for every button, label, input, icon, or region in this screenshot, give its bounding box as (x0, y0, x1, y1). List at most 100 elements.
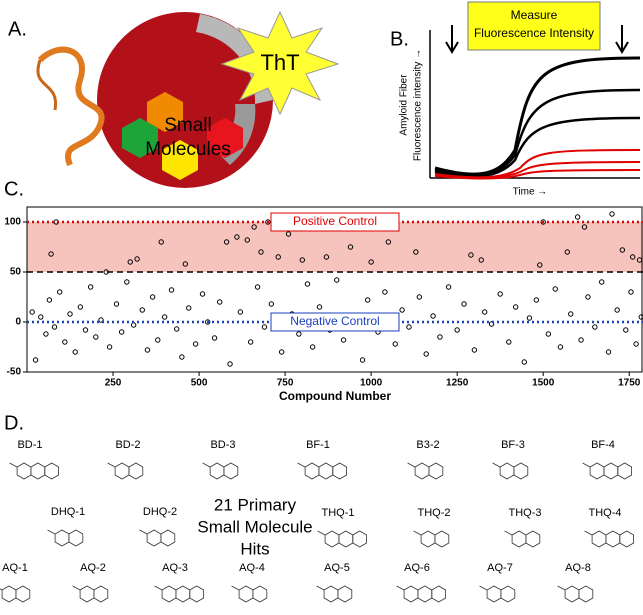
protein-loop (36, 59, 58, 111)
data-point (93, 334, 99, 340)
ring (513, 462, 529, 480)
bond (231, 585, 240, 591)
x-tick-label: 1750 (618, 378, 641, 389)
data-point (173, 326, 180, 332)
bond (107, 462, 116, 468)
ring (617, 462, 632, 480)
data-point (423, 351, 429, 357)
ring (15, 585, 31, 603)
x-tick-label: 1000 (360, 378, 383, 389)
ring (30, 462, 46, 480)
data-point (526, 315, 533, 321)
data-point (564, 249, 570, 255)
data-point (540, 219, 546, 225)
data-point (43, 331, 49, 337)
data-point (552, 286, 558, 292)
data-point (158, 239, 164, 245)
ring (403, 585, 419, 603)
data-point (251, 224, 257, 230)
data-point (113, 301, 120, 307)
data-point (599, 279, 605, 285)
data-point (623, 327, 629, 333)
bond (72, 585, 81, 591)
data-point (46, 297, 53, 303)
reference-label: Positive Control (293, 214, 377, 228)
data-point (161, 314, 168, 320)
data-point (406, 324, 412, 330)
data-point (278, 349, 285, 355)
data-point (368, 259, 374, 265)
data-point (186, 305, 192, 311)
data-point (454, 327, 460, 333)
data-point (512, 304, 519, 310)
data-point (296, 331, 302, 337)
data-point (445, 284, 452, 290)
data-point (244, 237, 250, 243)
data-point (347, 244, 354, 250)
bond (407, 462, 416, 468)
data-point (261, 324, 268, 330)
ring (428, 462, 444, 480)
data-point (461, 301, 467, 307)
data-point (98, 317, 104, 323)
data-point (265, 219, 271, 225)
data-point (130, 322, 137, 328)
arrow (615, 25, 629, 54)
compound-label: AQ-1 (2, 562, 28, 574)
y-tick-label: 50 (10, 267, 22, 278)
box-text: Measure (511, 8, 558, 22)
ring (431, 585, 447, 603)
data-point (87, 284, 94, 290)
ring (189, 585, 205, 603)
compound-label: BF-1 (306, 439, 330, 451)
ring (591, 530, 607, 548)
compound-label: AQ-2 (80, 562, 106, 574)
ring (44, 462, 59, 480)
x-axis-label: Compound Number (279, 389, 391, 403)
data-point (268, 301, 275, 307)
data-point (149, 294, 156, 300)
compound-label: AQ-6 (404, 562, 430, 574)
data-point (471, 347, 478, 353)
molecule-hexagon (207, 118, 243, 158)
panel-label: A. (8, 18, 27, 40)
ring (54, 529, 70, 547)
data-point (636, 257, 643, 263)
ring (160, 529, 176, 547)
ring (500, 585, 516, 603)
measure-box (467, 1, 601, 51)
plot-frame (26, 206, 643, 373)
center-text: Small Molecule (197, 517, 312, 536)
data-point (592, 324, 598, 330)
ring (93, 585, 109, 603)
data-point (179, 354, 185, 360)
panel-label: B. (390, 28, 409, 50)
data-point (304, 281, 311, 287)
bond (202, 462, 211, 468)
panel-b-schematic (429, 1, 641, 180)
data-point (118, 329, 125, 335)
compound-label: THQ-3 (509, 507, 542, 519)
data-point (323, 254, 330, 260)
center-text: Hits (240, 539, 269, 558)
bond (139, 529, 148, 535)
data-point (82, 327, 89, 333)
data-point (199, 291, 206, 297)
data-point (399, 307, 405, 313)
data-point (364, 297, 371, 303)
reference-label-box (270, 312, 400, 332)
reference-label-box (270, 212, 400, 232)
data-point (385, 239, 392, 245)
bond (504, 530, 513, 536)
data-point (629, 254, 636, 260)
bond (316, 585, 325, 591)
molecule-hexagon (147, 92, 183, 132)
data-point (506, 339, 512, 345)
ring (209, 462, 225, 480)
bond (396, 585, 405, 591)
center-text: 21 Primary (214, 495, 297, 514)
structures (0, 462, 634, 603)
compound-label: AQ-8 (565, 562, 591, 574)
x-tick-label: 750 (277, 378, 294, 389)
bond (413, 530, 422, 536)
